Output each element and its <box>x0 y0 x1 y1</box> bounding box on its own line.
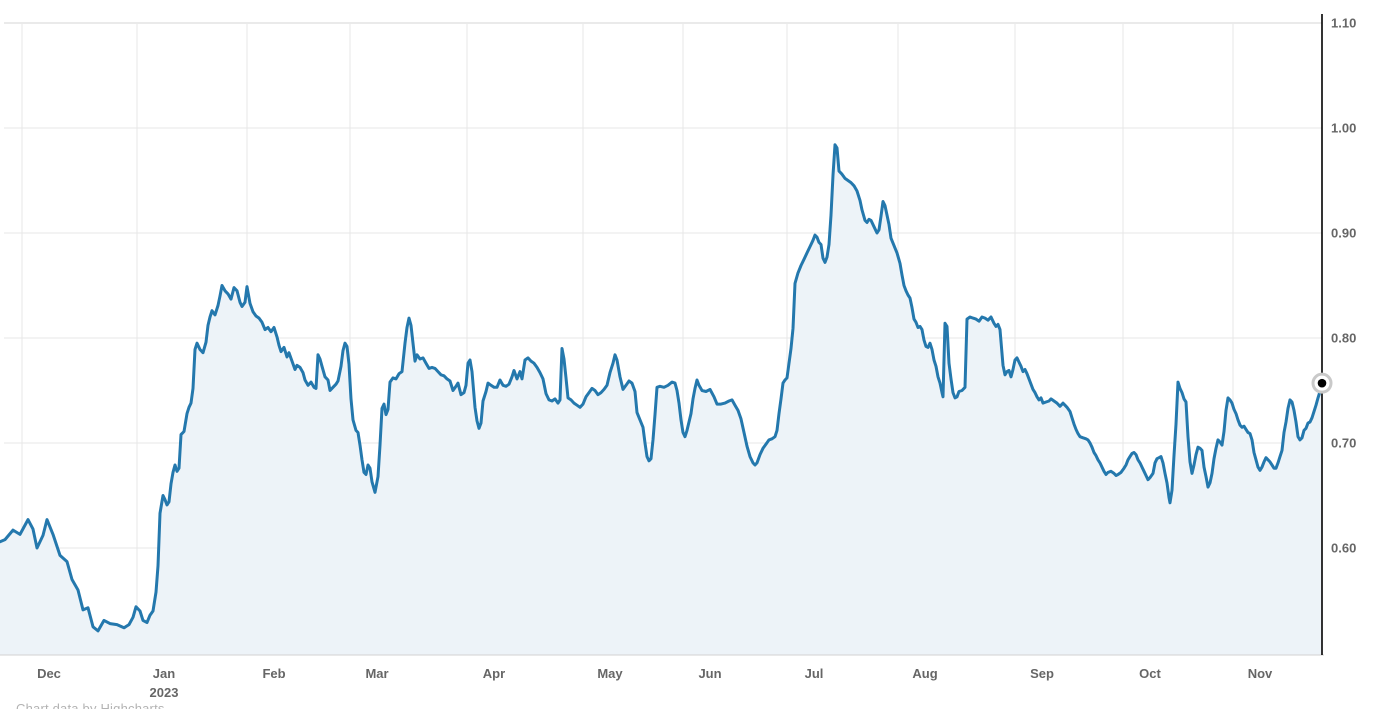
x-axis-label: Feb <box>262 666 285 681</box>
x-axis-label: Jul <box>805 666 824 681</box>
x-axis-label: Jun <box>698 666 721 681</box>
x-axis-label: Sep <box>1030 666 1054 681</box>
y-axis-label: 0.60 <box>1331 541 1356 556</box>
y-axis-label: 0.80 <box>1331 331 1356 346</box>
x-axis-year-label: 2023 <box>150 685 179 700</box>
price-line <box>0 143 1324 633</box>
x-axis-label: May <box>597 666 623 681</box>
price-area-fill <box>0 144 1322 656</box>
x-axis-label: Mar <box>365 666 388 681</box>
watermark-text: Chart data by Highcharts <box>16 701 165 709</box>
x-axis-label: Nov <box>1248 666 1273 681</box>
last-price-marker-dot[interactable] <box>1317 378 1327 388</box>
x-axis-label: Apr <box>483 666 505 681</box>
x-axis-label: Dec <box>37 666 61 681</box>
y-axis-label: 1.00 <box>1331 121 1356 136</box>
y-axis-label: 0.70 <box>1331 436 1356 451</box>
x-axis-label: Aug <box>912 666 937 681</box>
x-axis-label: Jan <box>153 666 175 681</box>
x-axis-label: Oct <box>1139 666 1161 681</box>
y-axis-label: 0.90 <box>1331 226 1356 241</box>
y-axis-label: 1.10 <box>1331 16 1356 31</box>
